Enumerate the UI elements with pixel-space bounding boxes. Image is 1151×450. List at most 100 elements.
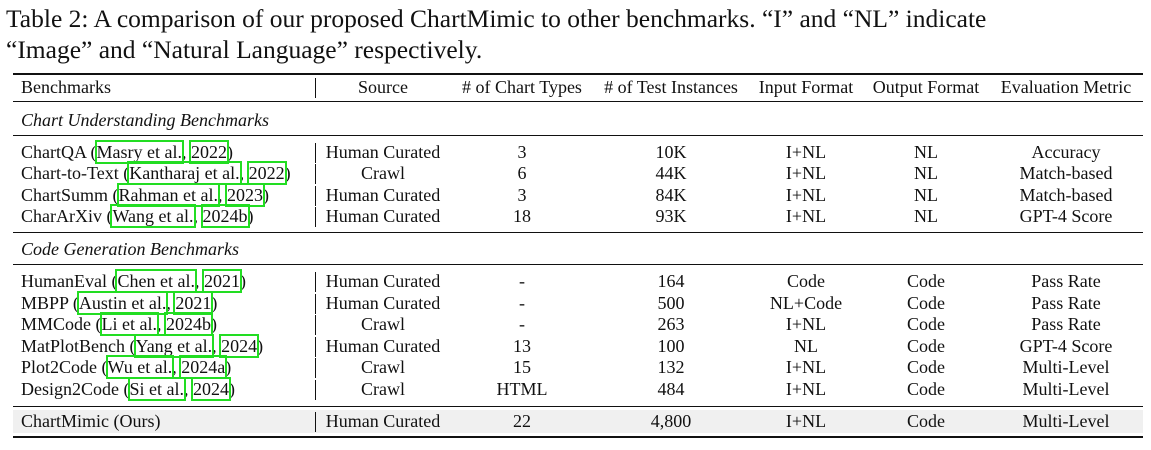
ours-output: Code (907, 411, 945, 431)
output-format-cell: Code (907, 378, 945, 399)
output-format-cell: NL (914, 184, 938, 205)
input-format-cell: NL+Code (769, 292, 843, 313)
column-divider (315, 336, 316, 357)
chart-types-cell: 6 (517, 163, 527, 184)
input-format-cell: I+NL (785, 184, 827, 205)
table-row: CharArXiv (Wang et al., 2024b) Human Cura… (0, 203, 1151, 228)
evaluation-metric-cell: Multi-Level (1022, 357, 1110, 377)
table-caption: Table 2: A comparison of our proposed Ch… (6, 3, 1148, 65)
citation-year-link[interactable]: 2023 (224, 182, 265, 207)
citation-author-link[interactable]: Masry et al. (94, 140, 184, 164)
citation-year-link[interactable]: 2024 (219, 333, 260, 358)
citation-author-link[interactable]: Si et al. (127, 376, 186, 401)
benchmark-cell: MBPP (Austin et al., 2021) (21, 290, 218, 315)
chart-types-cell: - (519, 271, 525, 291)
benchmark-name: Design2Code (21, 378, 119, 399)
column-divider (315, 78, 316, 98)
header-test-instances: # of Test Instances (604, 77, 738, 97)
citation-year-link[interactable]: 2022 (246, 161, 287, 186)
benchmark-cell: HumanEval (Chen et al., 2021) (21, 269, 246, 293)
ours-instances: 4,800 (650, 411, 692, 431)
ours-row: ChartMimic (Ours) Human Curated 22 4,800… (0, 411, 1151, 432)
source-cell: Human Curated (325, 184, 441, 205)
benchmark-cell: Plot2Code (Wu et al., 2024a) (21, 355, 232, 379)
test-instances-cell: 484 (657, 378, 685, 399)
table-row: MMCode (Li et al., 2024b) Crawl - 263 I+NL Co… (0, 312, 1151, 336)
ours-types: 22 (513, 411, 531, 431)
output-format-cell: NL (914, 163, 938, 184)
benchmark-name: CharArXiv (21, 205, 102, 226)
ours-metric: Multi-Level (1022, 411, 1110, 431)
chart-types-cell: 18 (513, 205, 531, 226)
header-input-format: Input Format (758, 77, 854, 97)
evaluation-metric-cell: Multi-Level (1022, 378, 1110, 399)
table-row: Plot2Code (Wu et al., 2024a) Crawl 15 132 I+… (0, 355, 1151, 379)
output-format-cell: NL (914, 142, 938, 162)
evaluation-metric-cell: Pass Rate (1031, 292, 1101, 313)
benchmark-cell: Design2Code (Si et al., 2024) (21, 376, 235, 401)
bottom-rule (13, 436, 1143, 438)
table-row: ChartQA (Masry et al., 2022) Human Curate… (0, 140, 1151, 164)
ours-input: I+NL (785, 411, 827, 431)
chart-types-cell: - (519, 292, 525, 313)
citation-author-link[interactable]: Chen et al. (115, 269, 197, 293)
caption-line-2: “Image” and “Natural Language” respectiv… (6, 35, 483, 64)
citation-author-link[interactable]: Kantharaj et al. (127, 161, 242, 186)
table-row: Design2Code (Si et al., 2024) Crawl HTML 48… (0, 376, 1151, 401)
source-cell: Human Curated (325, 335, 441, 356)
benchmark-cell: Chart-to-Text (Kantharaj et al., 2022) (21, 161, 291, 186)
column-divider (315, 185, 316, 206)
benchmark-name: ChartQA (21, 142, 86, 162)
citation-author-link[interactable]: Wu et al. (105, 355, 175, 379)
source-cell: Crawl (361, 163, 405, 184)
citation-year-link[interactable]: 2021 (173, 290, 214, 315)
section-rule-2 (13, 264, 1143, 265)
test-instances-cell: 93K (655, 205, 687, 226)
test-instances-cell: 263 (657, 314, 685, 334)
citation-year-link[interactable]: 2022 (188, 140, 229, 164)
header-benchmarks: Benchmarks (21, 77, 111, 97)
column-divider (315, 315, 316, 335)
source-cell: Crawl (361, 357, 405, 377)
citation-year-link[interactable]: 2021 (201, 269, 242, 293)
benchmark-name: MMCode (21, 314, 92, 334)
evaluation-metric-cell: Match-based (1019, 184, 1113, 205)
output-format-cell: NL (914, 205, 938, 226)
citation-author-link[interactable]: Wang et al. (110, 203, 196, 228)
citation-author-link[interactable]: Rahman et al. (116, 182, 220, 207)
input-format-cell: NL (794, 335, 818, 356)
chart-types-cell: 3 (517, 184, 527, 205)
benchmark-name: MatPlotBench (21, 335, 125, 356)
chart-types-cell: 13 (513, 335, 531, 356)
output-format-cell: Code (907, 271, 945, 291)
citation-author-link[interactable]: Yang et al. (133, 333, 215, 358)
chart-types-cell: 15 (513, 357, 531, 377)
benchmark-cell: CharArXiv (Wang et al., 2024b) (21, 203, 254, 228)
column-divider (315, 412, 316, 432)
input-format-cell: I+NL (785, 142, 827, 162)
source-cell: Human Curated (325, 205, 441, 226)
caption-line-1: Table 2: A comparison of our proposed Ch… (6, 4, 987, 33)
table-row: HumanEval (Chen et al., 2021) Human Curat… (0, 269, 1151, 293)
citation-year-link[interactable]: 2024b (200, 203, 250, 228)
section-rule-1 (13, 135, 1143, 136)
test-instances-cell: 44K (655, 163, 687, 184)
citation-year-link[interactable]: 2024a (179, 355, 228, 379)
input-format-cell: I+NL (785, 378, 827, 399)
benchmark-name: ChartSumm (21, 184, 109, 205)
citation-author-link[interactable]: Li et al. (99, 312, 160, 336)
output-format-cell: Code (907, 314, 945, 334)
input-format-cell: I+NL (785, 357, 827, 377)
benchmark-cell: MatPlotBench (Yang et al., 2024) (21, 333, 264, 358)
section-separator (13, 232, 1143, 233)
header-rule (13, 101, 1143, 102)
test-instances-cell: 132 (657, 357, 685, 377)
column-divider (315, 206, 316, 227)
citation-year-link[interactable]: 2024b (164, 312, 213, 336)
citation-year-link[interactable]: 2024 (191, 376, 231, 401)
output-format-cell: Code (907, 335, 945, 356)
ours-top-rule (13, 406, 1143, 407)
input-format-cell: I+NL (785, 205, 827, 226)
citation-author-link[interactable]: Austin et al. (76, 290, 169, 315)
